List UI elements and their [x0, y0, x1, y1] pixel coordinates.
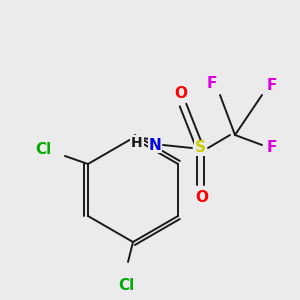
Text: O: O: [196, 190, 208, 206]
Text: F: F: [267, 140, 277, 154]
Text: H: H: [131, 136, 143, 150]
Text: F: F: [267, 77, 277, 92]
Text: Cl: Cl: [118, 278, 134, 293]
Text: S: S: [194, 140, 206, 155]
Text: O: O: [175, 85, 188, 100]
Text: N: N: [148, 137, 161, 152]
Text: F: F: [207, 76, 217, 91]
Text: Cl: Cl: [35, 142, 51, 158]
